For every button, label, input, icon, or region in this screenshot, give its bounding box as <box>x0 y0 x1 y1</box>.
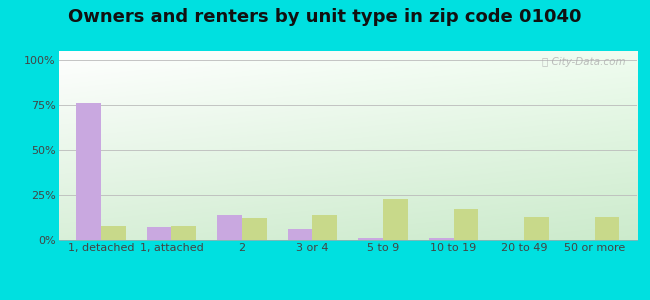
Bar <box>101 226 125 240</box>
Bar <box>429 238 454 240</box>
Bar <box>383 199 408 240</box>
Bar <box>147 227 172 240</box>
Bar <box>595 217 619 240</box>
Bar <box>524 217 549 240</box>
Bar <box>76 103 101 240</box>
Bar <box>288 229 313 240</box>
Text: ⓘ City-Data.com: ⓘ City-Data.com <box>542 57 625 67</box>
Bar <box>172 226 196 240</box>
Bar <box>454 209 478 240</box>
Bar <box>358 238 383 240</box>
Bar <box>242 218 266 240</box>
Text: Owners and renters by unit type in zip code 01040: Owners and renters by unit type in zip c… <box>68 8 582 26</box>
Bar <box>217 215 242 240</box>
Bar <box>313 215 337 240</box>
